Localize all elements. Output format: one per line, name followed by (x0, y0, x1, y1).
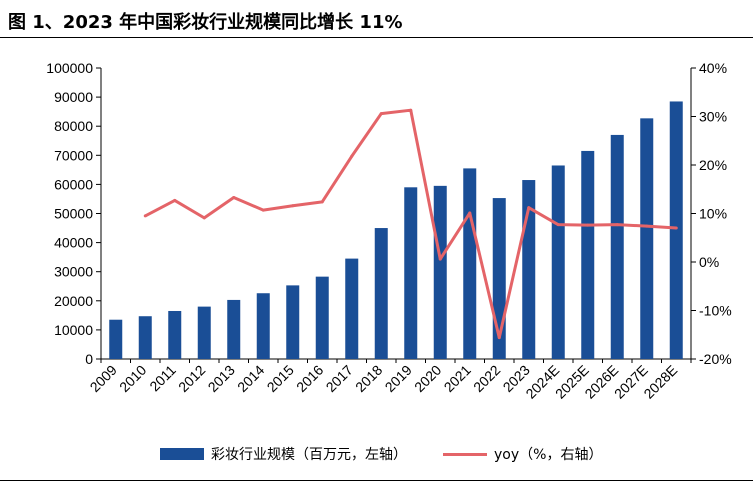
left-tick-label: 40000 (54, 235, 93, 251)
x-tick-label: 2021 (441, 362, 474, 395)
bar (669, 101, 683, 359)
yoy-point (615, 223, 619, 227)
right-tick-label: 30% (699, 109, 727, 125)
bar (168, 310, 182, 359)
bar (610, 134, 624, 359)
title-divider (0, 37, 753, 38)
bar (433, 185, 447, 359)
bar (109, 319, 123, 359)
yoy-point (556, 223, 560, 227)
right-tick-label: 0% (699, 254, 719, 270)
yoy-point (674, 226, 678, 230)
yoy-point (173, 198, 177, 202)
x-tick-label: 2012 (175, 362, 208, 395)
left-tick-label: 80000 (54, 118, 93, 134)
legend: 彩妆行业规模（百万元，左轴） yoy（%，右轴） (0, 443, 753, 463)
yoy-point (645, 224, 649, 228)
bar (138, 316, 152, 359)
yoy-point (468, 211, 472, 215)
yoy-point (497, 336, 501, 340)
yoy-point (586, 223, 590, 227)
bar (345, 258, 359, 359)
left-tick-label: 30000 (54, 264, 93, 280)
bar (286, 285, 300, 359)
yoy-point (409, 108, 413, 112)
x-tick-label: 2028E (640, 362, 680, 402)
x-tick-label: 2022 (470, 362, 503, 395)
left-tick-label: 70000 (54, 147, 93, 163)
bar (640, 118, 654, 359)
left-tick-label: 60000 (54, 176, 93, 192)
x-tick-label: 2010 (116, 362, 149, 395)
x-tick-label: 2011 (146, 362, 179, 395)
bar (256, 293, 270, 359)
x-tick-label: 2020 (411, 362, 444, 395)
yoy-point (261, 208, 265, 212)
x-tick-label: 2015 (264, 362, 297, 395)
legend-line-swatch (443, 453, 487, 456)
bar (374, 228, 388, 359)
x-tick-label: 2014 (234, 362, 267, 395)
yoy-point (438, 257, 442, 261)
x-tick-label: 2013 (205, 362, 238, 395)
right-tick-label: -20% (699, 351, 732, 367)
bar (581, 150, 595, 359)
left-tick-label: 0 (85, 351, 93, 367)
yoy-point (202, 216, 206, 220)
legend-line-label: yoy（%，右轴） (494, 447, 603, 463)
bar (315, 276, 329, 359)
chart-title: 图 1、2023 年中国彩妆行业规模同比增长 11% (8, 12, 403, 33)
yoy-point (143, 214, 147, 218)
yoy-point (232, 195, 236, 199)
yoy-point (379, 112, 383, 116)
bottom-divider (0, 480, 753, 481)
right-tick-label: 10% (699, 206, 727, 222)
right-tick-label: -10% (699, 303, 732, 319)
left-tick-label: 50000 (54, 206, 93, 222)
yoy-point (291, 204, 295, 208)
left-tick-label: 100000 (46, 60, 93, 76)
x-tick-label: 2016 (293, 362, 326, 395)
left-tick-label: 90000 (54, 89, 93, 105)
legend-bar-swatch (160, 448, 204, 460)
right-tick-label: 40% (699, 60, 727, 76)
bar (404, 187, 418, 359)
bar (463, 168, 477, 359)
right-tick-label: 20% (699, 157, 727, 173)
bar (551, 165, 565, 359)
yoy-point (527, 206, 531, 210)
legend-bar-label: 彩妆行业规模（百万元，左轴） (211, 447, 407, 463)
x-tick-label: 2019 (382, 362, 415, 395)
left-tick-label: 10000 (54, 322, 93, 338)
yoy-point (350, 154, 354, 158)
yoy-point (320, 200, 324, 204)
x-tick-label: 2017 (323, 362, 356, 395)
bar (197, 306, 211, 359)
left-tick-label: 20000 (54, 293, 93, 309)
x-tick-label: 2018 (352, 362, 385, 395)
bar (227, 299, 241, 359)
